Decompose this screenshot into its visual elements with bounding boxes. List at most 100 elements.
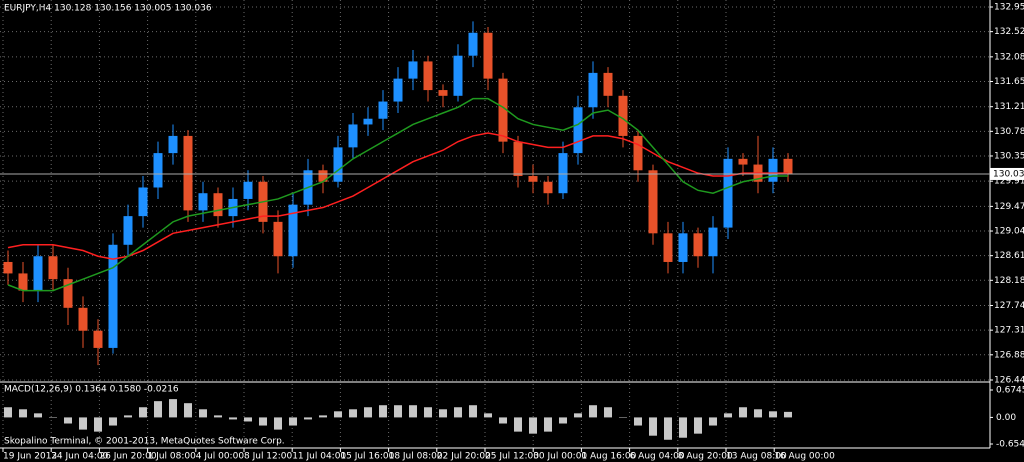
candle-body xyxy=(168,135,178,154)
last-price-box xyxy=(990,167,1024,180)
macd-bar xyxy=(244,417,252,422)
candle-body xyxy=(513,141,523,177)
x-tick-label: 26 Jun 20:00 xyxy=(99,452,156,462)
candle-body xyxy=(768,158,778,182)
y-tick-label: 132.520 xyxy=(994,27,1024,37)
macd-bar xyxy=(319,415,327,418)
macd-bar xyxy=(49,417,57,418)
macd-bar xyxy=(64,417,72,424)
candle-body xyxy=(558,153,568,194)
macd-bar xyxy=(34,413,42,418)
macd-bar xyxy=(154,401,162,418)
y2-tick-label: 0.6745 xyxy=(996,386,1024,396)
macd-bar xyxy=(379,405,387,418)
y-tick-label: 131.650 xyxy=(994,77,1024,87)
y-tick-label: 128.180 xyxy=(994,276,1024,286)
macd-bar xyxy=(559,417,567,424)
candle-body xyxy=(153,153,163,188)
macd-bar xyxy=(784,411,792,418)
candle-body xyxy=(723,158,733,228)
macd-bar xyxy=(304,417,312,420)
macd-bar xyxy=(649,417,657,436)
macd-bar xyxy=(409,405,417,418)
x-tick-label: 11 Jul 04:00 xyxy=(292,452,346,462)
candle-body xyxy=(453,55,463,96)
macd-bar xyxy=(424,407,432,418)
y-tick-label: 130.780 xyxy=(994,127,1024,137)
x-tick-label: 18 Jul 08:00 xyxy=(389,452,443,462)
macd-bar xyxy=(574,413,582,418)
macd-bar xyxy=(349,409,357,418)
x-tick-label: 24 Jun 04:00 xyxy=(51,452,108,462)
macd-bar xyxy=(514,417,522,432)
indicator-title: MACD(12,26,9) 0.1364 0.1580 -0.0216 xyxy=(4,385,179,395)
chart-title: EURJPY,H4 130.128 130.156 130.005 130.03… xyxy=(4,4,212,14)
candle-body xyxy=(33,256,43,291)
candle-body xyxy=(363,118,373,125)
candle-body xyxy=(543,181,553,194)
candle-body xyxy=(603,72,613,96)
macd-bar xyxy=(619,417,627,418)
last-price-label: 130.036 xyxy=(993,169,1024,179)
x-tick-label: 8 Jul 12:00 xyxy=(244,452,293,462)
candle-body xyxy=(123,216,133,245)
macd-bar xyxy=(439,409,447,418)
macd-bar xyxy=(769,411,777,418)
macd-bar xyxy=(19,409,27,418)
candle-body xyxy=(438,90,448,96)
candle-body xyxy=(468,32,478,56)
moving-average xyxy=(7,132,788,260)
y-tick-label: 126.880 xyxy=(994,350,1024,360)
candle-body xyxy=(498,78,508,142)
x-tick-label: 1 Jul 08:00 xyxy=(148,452,197,462)
y-tick-label: 130.350 xyxy=(994,151,1024,161)
x-tick-label: 1 Aug 16:00 xyxy=(581,452,636,462)
macd-bar xyxy=(724,413,732,418)
macd-bar xyxy=(454,407,462,418)
candle-body xyxy=(318,170,328,182)
y-tick-label: 129.470 xyxy=(994,202,1024,212)
candle-body xyxy=(408,61,418,79)
macd-bar xyxy=(604,407,612,418)
macd-bar xyxy=(109,417,117,426)
y-tick-label: 129.910 xyxy=(994,177,1024,187)
candle-body xyxy=(663,233,673,262)
macd-bar xyxy=(694,417,702,434)
macd-bar xyxy=(529,417,537,434)
macd-bar xyxy=(469,405,477,418)
candle-body xyxy=(633,135,643,171)
candle-body xyxy=(273,221,283,257)
y-tick-label: 127.740 xyxy=(994,301,1024,311)
candle-body xyxy=(333,147,343,182)
footer: Skopalino Terminal, © 2001-2013, MetaQuo… xyxy=(4,437,285,447)
candle-body xyxy=(693,233,703,257)
candle-body xyxy=(483,32,493,79)
x-tick-label: 8 Aug 20:00 xyxy=(678,452,733,462)
x-tick-label: 6 Aug 04:00 xyxy=(630,452,685,462)
macd-bar xyxy=(394,405,402,418)
y-tick-label: 128.610 xyxy=(994,251,1024,261)
y-tick-label: 131.210 xyxy=(994,102,1024,112)
macd-bar xyxy=(214,415,222,418)
x-tick-label: 25 Jul 12:00 xyxy=(485,452,539,462)
macd-bar xyxy=(79,417,87,430)
candle-body xyxy=(738,158,748,165)
candle-body xyxy=(783,158,793,174)
candle-body xyxy=(573,107,583,154)
y-tick-label: 129.040 xyxy=(994,227,1024,237)
candle-body xyxy=(18,273,28,291)
candle-body xyxy=(618,95,628,136)
candle-body xyxy=(48,256,58,280)
macd-bar xyxy=(4,407,12,418)
x-tick-label: 15 Jul 16:00 xyxy=(340,452,394,462)
macd-bar xyxy=(499,417,507,424)
y-tick-label: 127.310 xyxy=(994,326,1024,336)
macd-bar xyxy=(589,405,597,418)
macd-bar xyxy=(484,413,492,418)
x-tick-label: 30 Jul 00:00 xyxy=(533,452,587,462)
x-tick-label: 4 Jul 00:00 xyxy=(196,452,245,462)
candle-body xyxy=(378,101,388,119)
macd-bar xyxy=(169,399,177,418)
macd-bar xyxy=(184,403,192,418)
y2-tick-label: -0.6544 xyxy=(996,440,1024,450)
